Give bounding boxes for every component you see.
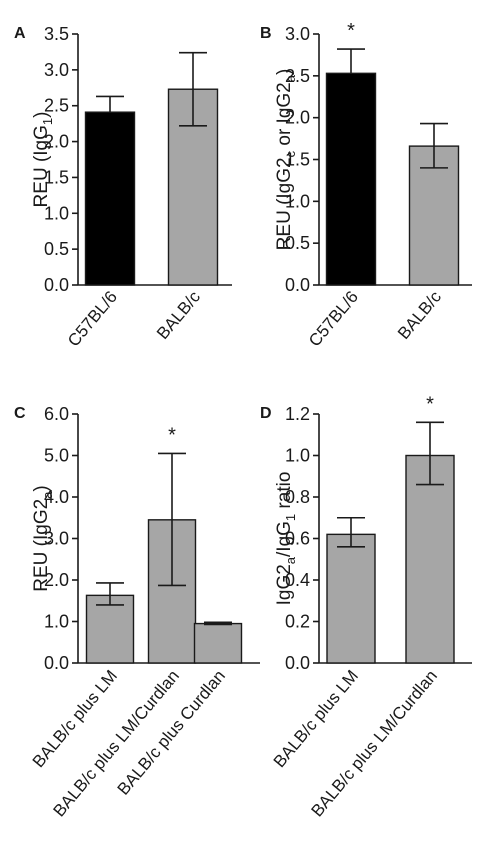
bar — [193, 622, 243, 664]
y-tick-label: 0.2 — [285, 612, 310, 632]
bar — [405, 454, 455, 664]
y-tick-label: 2.5 — [44, 96, 69, 116]
bar — [408, 145, 460, 286]
y-tick-label: 1.5 — [285, 150, 310, 170]
y-axis-label: IgG2a/IgG1 ratio — [274, 472, 298, 606]
y-tick-label: 2.5 — [285, 66, 310, 86]
y-tick-label: 3.0 — [44, 529, 69, 549]
y-axis-label-text: ) — [31, 485, 52, 491]
significance-star: * — [347, 20, 355, 42]
panel-a: A 0.0 0.5 1.0 1.5 2.0 2.5 3.0 3.5 REU (IgG1) C57BL… — [14, 24, 232, 350]
bar — [325, 72, 377, 286]
y-tick-label: 3.0 — [285, 24, 310, 44]
bar — [85, 594, 135, 664]
y-axis-label: REU (IgG2c or IgG2a) — [274, 69, 298, 251]
y-axis-label-text: /IgG — [274, 521, 295, 557]
category-label: BALB/c — [153, 287, 204, 343]
y-axis-label-text: REU (IgG2 — [274, 157, 295, 250]
panel-label: A — [14, 25, 26, 42]
bar — [167, 88, 219, 286]
y-tick-label: 2.0 — [44, 132, 69, 152]
y-tick-label: 1.0 — [285, 446, 310, 466]
category-label: BALB/c plus LM — [270, 666, 362, 771]
y-tick-label: 1.0 — [285, 191, 310, 211]
y-axis-label-text: ) — [31, 112, 52, 118]
y-axis-label-subscript: 1 — [40, 118, 55, 125]
bar — [84, 111, 136, 286]
y-tick-label: 0.0 — [285, 653, 310, 673]
y-tick-label: 4.0 — [44, 487, 69, 507]
y-axis-label-subscript: c — [283, 150, 298, 157]
y-axis-label-subscript: a — [283, 556, 298, 564]
y-tick-label: 0.6 — [285, 529, 310, 549]
y-axis-label-text: IgG2 — [274, 564, 295, 605]
y-tick-label: 5.0 — [44, 446, 69, 466]
y-tick-label: 1.0 — [44, 612, 69, 632]
y-tick-label: 1.5 — [44, 167, 69, 187]
y-axis-label-subscript: a — [283, 74, 298, 82]
y-axis-label: REU (IgG2a) — [31, 485, 55, 591]
y-axis-label-subscript: 1 — [283, 514, 298, 521]
y-tick-label: 3.5 — [44, 24, 69, 44]
y-axis-label-text: ) — [274, 69, 295, 75]
y-tick-label: 0.5 — [44, 239, 69, 259]
panel-label: C — [14, 405, 26, 422]
y-axis-label-text: REU (IgG — [31, 125, 52, 207]
y-tick-label: 3.0 — [44, 60, 69, 80]
significance-star: * — [426, 393, 434, 415]
category-label: C57BL/6 — [305, 287, 362, 350]
category-label: C57BL/6 — [64, 287, 121, 350]
y-axis-label-text: REU (IgG2 — [31, 499, 52, 592]
panel-d: D 0.0 0.2 0.4 0.6 0.8 1.0 1.2 IgG2a/IgG1 ratio BA… — [260, 393, 472, 820]
y-tick-label: 6.0 — [44, 404, 69, 424]
y-tick-label: 2.0 — [44, 570, 69, 590]
bar — [326, 533, 376, 664]
y-axis-label-subscript: a — [40, 491, 55, 499]
y-axis-label: REU (IgG1) — [31, 112, 55, 208]
y-tick-label: 1.0 — [44, 203, 69, 223]
y-tick-label: 0.0 — [44, 653, 69, 673]
panel-label: D — [260, 405, 272, 422]
category-label: BALB/c — [394, 287, 445, 343]
significance-star: * — [168, 424, 176, 446]
y-tick-label: 1.2 — [285, 404, 310, 424]
y-tick-label: 0.4 — [285, 570, 310, 590]
panel-b: B 0.0 0.5 1.0 1.5 2.0 2.5 3.0 REU (IgG2c or IgG2… — [260, 20, 472, 350]
y-tick-label: 0.0 — [44, 275, 69, 295]
panel-label: B — [260, 25, 272, 42]
y-axis-label-text: ratio — [274, 472, 295, 514]
y-tick-label: 0.8 — [285, 487, 310, 507]
y-tick-label: 0.5 — [285, 233, 310, 253]
y-axis-label-text: or IgG2 — [274, 82, 295, 151]
y-tick-label: 2.0 — [285, 108, 310, 128]
y-tick-label: 0.0 — [285, 275, 310, 295]
